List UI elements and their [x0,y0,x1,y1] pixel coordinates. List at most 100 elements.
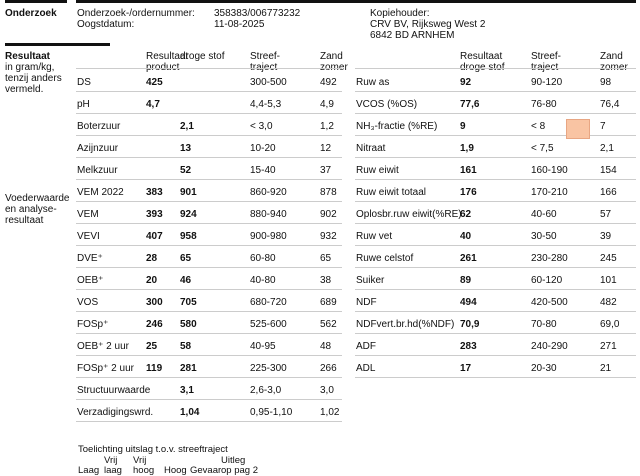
target-value: 900-980 [250,231,287,242]
zand-value: 4,9 [320,99,334,110]
left-header-ds: droge stof [180,51,224,62]
result-sub-3: vermeld. [5,84,44,95]
feed-title-3: resultaat [5,215,44,226]
row-divider [355,179,636,180]
ds-value: 52 [180,165,192,176]
row-divider [355,91,636,92]
right-header-target: Streef- traject [531,51,561,73]
row-label: NDF [356,297,377,308]
target-value: 2,6-3,0 [250,385,282,396]
row-label: VOS [77,297,99,308]
target-value: 0,95-1,10 [250,407,293,418]
left-header-zand: Zand zomer [320,51,348,73]
row-divider [355,377,636,378]
target-value: 240-290 [531,341,568,352]
ds-value: 40 [460,231,472,242]
copy-holder-city: 6842 BD ARNHEM [370,30,455,41]
results-rule-left [5,43,110,46]
row-label: DS [77,77,91,88]
row-label: Oplosbr.ruw eiwit(%RE) [356,209,462,220]
result-sub-1: in gram/kg, [5,62,55,73]
right-header-ds-2: droge stof [460,62,504,73]
left-header-target-2: traject [250,62,280,73]
ds-value: 261 [460,253,477,264]
zand-value: 166 [600,187,617,198]
ds-value: 46 [180,275,192,286]
row-divider [76,113,342,114]
row-label: Ruw eiwit [356,165,399,176]
row-divider [355,289,636,290]
ds-value: 70,9 [460,319,480,330]
row-label: VCOS (%OS) [356,99,418,110]
legend-label-bottom: Gevaar [190,465,222,476]
row-divider [355,355,636,356]
row-label: Azijnzuur [77,143,119,154]
ds-value: 580 [180,319,197,330]
row-divider [355,333,636,334]
result-title: Resultaat [5,51,51,62]
row-label: DVE⁺ [77,253,103,264]
ds-value: 92 [460,77,472,88]
zand-value: 76,4 [600,99,620,110]
ds-value: 283 [460,341,477,352]
row-divider [76,333,342,334]
zand-value: 932 [320,231,337,242]
left-header-product-1: Resultaat [146,51,189,62]
row-divider [76,223,342,224]
feed-title-2: en analyse- [5,204,57,215]
row-label: Ruw as [356,77,390,88]
zand-value: 1,2 [320,121,334,132]
product-value: 407 [146,231,163,242]
zand-value: 154 [600,165,617,176]
target-value: 60-120 [531,275,563,286]
zand-value: 38 [320,275,332,286]
row-label: FOSp⁺ [77,319,109,330]
row-label: VEM [77,209,99,220]
row-label: Melkzuur [77,165,118,176]
ds-value: 65 [180,253,192,264]
row-label: Ruwe celstof [356,253,414,264]
ds-value: 176 [460,187,477,198]
zand-value: 271 [600,341,617,352]
target-value: 70-80 [531,319,557,330]
target-value: 15-40 [250,165,276,176]
ds-value: 924 [180,209,197,220]
left-header-product: Resultaat product [146,51,188,73]
row-divider [76,267,342,268]
row-divider [355,201,636,202]
left-header-zand-1: Zand [320,51,343,62]
product-value: 300 [146,297,163,308]
row-divider [76,311,342,312]
zand-value: 101 [600,275,617,286]
target-value: 40-80 [250,275,276,286]
zand-value: 12 [320,143,332,154]
zand-value: 482 [600,297,617,308]
right-header-ds-1: Resultaat [460,51,503,62]
legend-label-bottom: Hoog [164,465,187,476]
row-label: OEB⁺ 2 uur [77,341,129,352]
legend-label-bottom: laag [104,465,122,476]
right-header-zand-1: Zand [600,51,623,62]
legend-label-bottom: op pag 2 [221,465,258,476]
row-divider [76,289,342,290]
left-header-target: Streef- traject [250,51,280,73]
right-header-zand-2: zomer [600,62,628,73]
target-value: 860-920 [250,187,287,198]
row-divider [355,135,636,136]
zand-value: 69,0 [600,319,620,330]
ds-value: 494 [460,297,477,308]
row-divider [355,311,636,312]
ds-value: 17 [460,363,472,374]
zand-value: 39 [600,231,612,242]
zand-value: 21 [600,363,612,374]
target-value: 40-60 [531,209,557,220]
row-divider [76,157,342,158]
row-divider [355,267,636,268]
zand-value: 689 [320,297,337,308]
section-title: Onderzoek [5,8,57,19]
zand-value: 37 [320,165,332,176]
result-sub-2: tenzij anders [5,73,62,84]
copy-holder-name: CRV BV, Rijksweg West 2 [370,19,486,30]
row-label: Boterzuur [77,121,121,132]
left-header-ds-2: droge stof [180,51,225,62]
